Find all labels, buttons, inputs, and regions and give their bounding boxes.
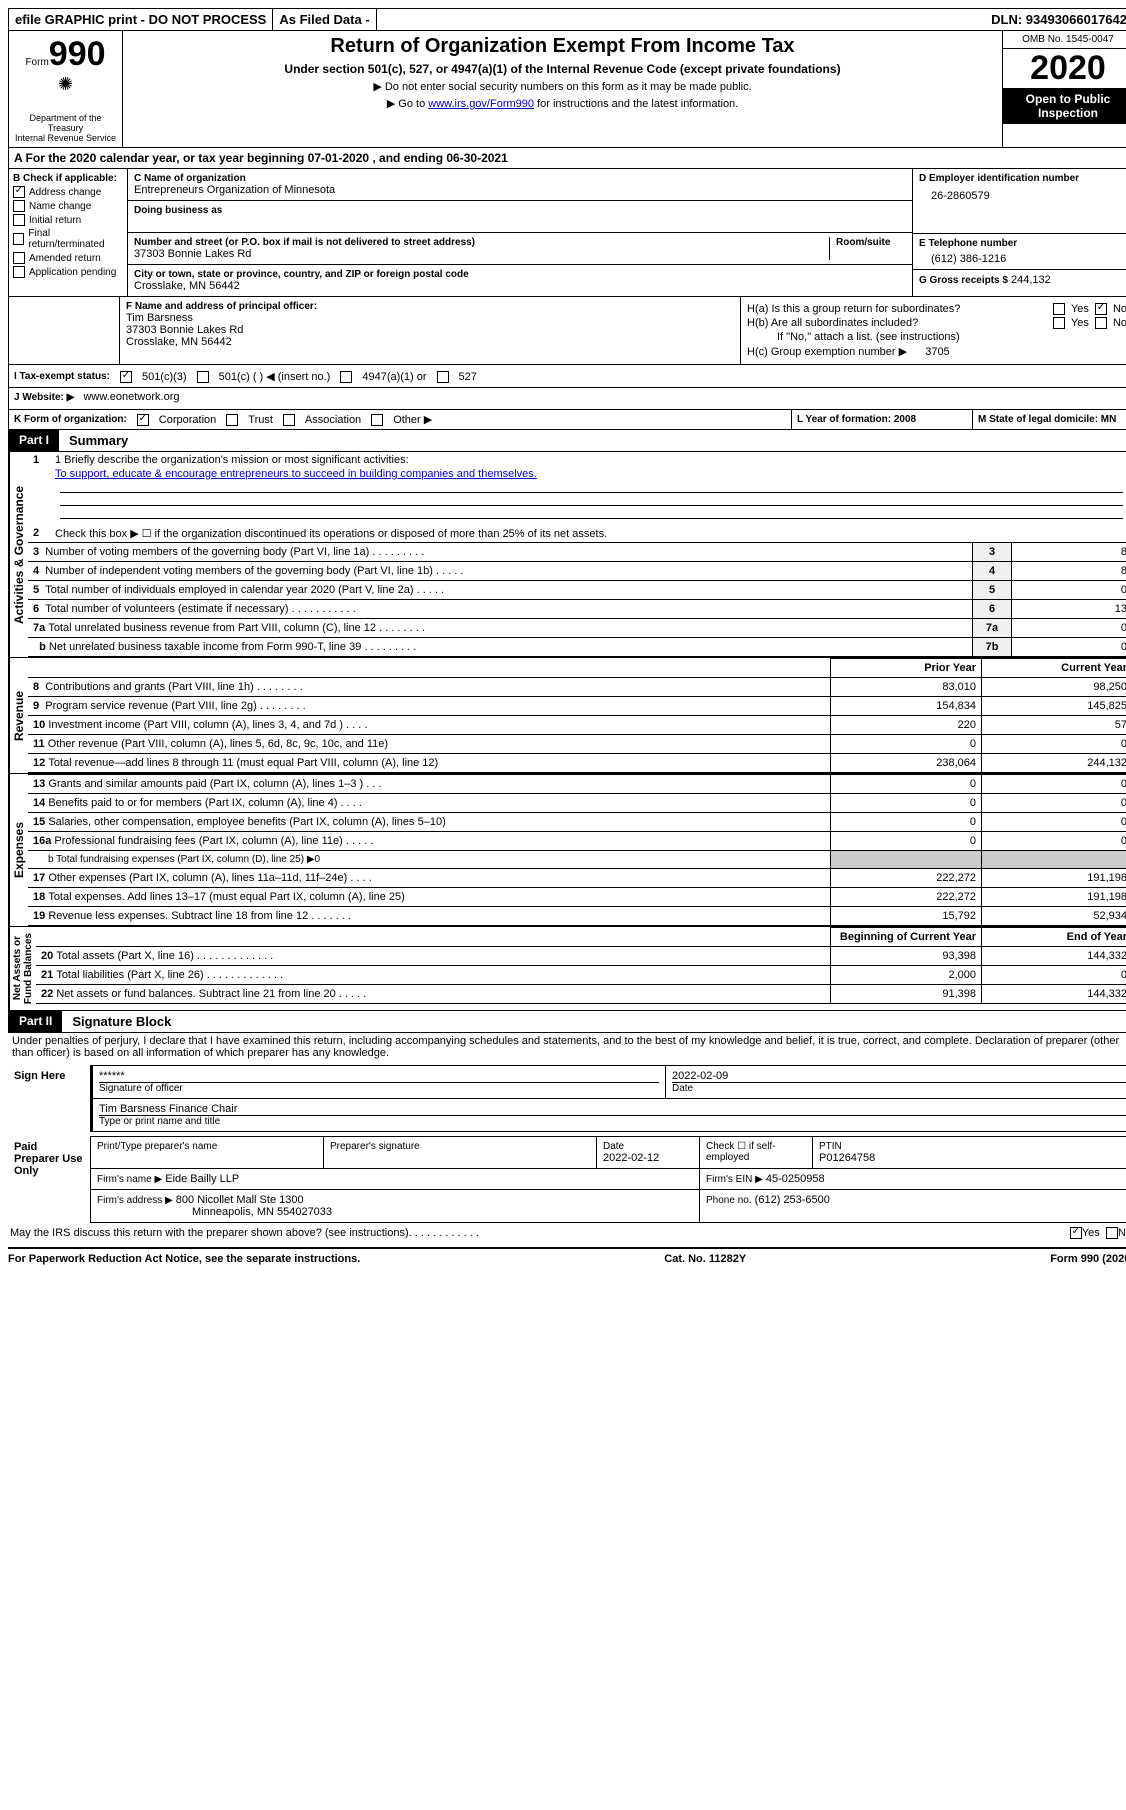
vlabel-revenue: Revenue: [9, 658, 28, 773]
vlabel-netassets: Net Assets orFund Balances: [9, 927, 36, 1010]
vlabel-expenses: Expenses: [9, 774, 28, 926]
col-right: D Employer identification number 26-2860…: [912, 169, 1126, 296]
entity-block: B Check if applicable: ✓Address change N…: [8, 169, 1126, 297]
note-ssn: ▶ Do not enter social security numbers o…: [133, 80, 992, 93]
omb: OMB No. 1545-0047: [1003, 31, 1126, 49]
vlabel-activities: Activities & Governance: [9, 452, 28, 657]
expense-table: 13 Grants and similar amounts paid (Part…: [28, 774, 1126, 926]
klm-row: K Form of organization: ✓Corporation Tru…: [8, 410, 1126, 430]
form-990: 990: [49, 35, 106, 73]
part1-body: Activities & Governance 11 Briefly descr…: [8, 452, 1126, 1011]
revenue-table: Prior YearCurrent Year 8 Contributions a…: [28, 658, 1126, 773]
open-public: Open to Public Inspection: [1003, 88, 1126, 124]
year-cell: OMB No. 1545-0047 2020 Open to Public In…: [1002, 31, 1126, 147]
gov-table: 3 Number of voting members of the govern…: [28, 542, 1126, 657]
topbar: efile GRAPHIC print - DO NOT PROCESS As …: [8, 8, 1126, 31]
perjury-decl: Under penalties of perjury, I declare th…: [8, 1033, 1126, 1061]
footer: For Paperwork Reduction Act Notice, see …: [8, 1247, 1126, 1269]
form-header: Form990 ✺ Department of the Treasury Int…: [8, 31, 1126, 148]
as-filed: As Filed Data -: [273, 9, 376, 30]
title-cell: Return of Organization Exempt From Incom…: [123, 31, 1002, 147]
subtitle: Under section 501(c), 527, or 4947(a)(1)…: [133, 62, 992, 76]
part2-header: Part II Signature Block: [8, 1011, 1126, 1033]
col-c: C Name of organization Entrepreneurs Org…: [128, 169, 912, 296]
col-b: B Check if applicable: ✓Address change N…: [9, 169, 128, 296]
efile-notice: efile GRAPHIC print - DO NOT PROCESS: [9, 9, 273, 30]
netassets-table: Beginning of Current YearEnd of Year 20 …: [36, 927, 1126, 1004]
dln: DLN: 93493066017642: [985, 9, 1126, 30]
sign-here-table: Sign Here ****** Signature of officer 20…: [8, 1065, 1126, 1132]
box-f: F Name and address of principal officer:…: [120, 297, 741, 364]
dept-treasury: Department of the Treasury Internal Reve…: [13, 113, 118, 143]
fh-block: F Name and address of principal officer:…: [8, 297, 1126, 365]
form-number-cell: Form990 ✺ Department of the Treasury Int…: [9, 31, 123, 147]
note-goto: ▶ Go to www.irs.gov/Form990 for instruct…: [133, 97, 992, 110]
preparer-table: Paid Preparer Use Only Print/Type prepar…: [8, 1136, 1126, 1223]
ij-row: I Tax-exempt status: ✓501(c)(3) 501(c) (…: [8, 365, 1126, 410]
tax-year: 2020: [1003, 49, 1126, 88]
section-a: A For the 2020 calendar year, or tax yea…: [8, 148, 1126, 169]
box-h: H(a) Is this a group return for subordin…: [741, 297, 1126, 364]
part1-header: Part I Summary: [8, 430, 1126, 452]
irs-link[interactable]: www.irs.gov/Form990: [428, 98, 534, 110]
main-title: Return of Organization Exempt From Incom…: [133, 35, 992, 58]
discuss-row: May the IRS discuss this return with the…: [8, 1223, 1126, 1243]
form-word: Form: [25, 57, 48, 68]
